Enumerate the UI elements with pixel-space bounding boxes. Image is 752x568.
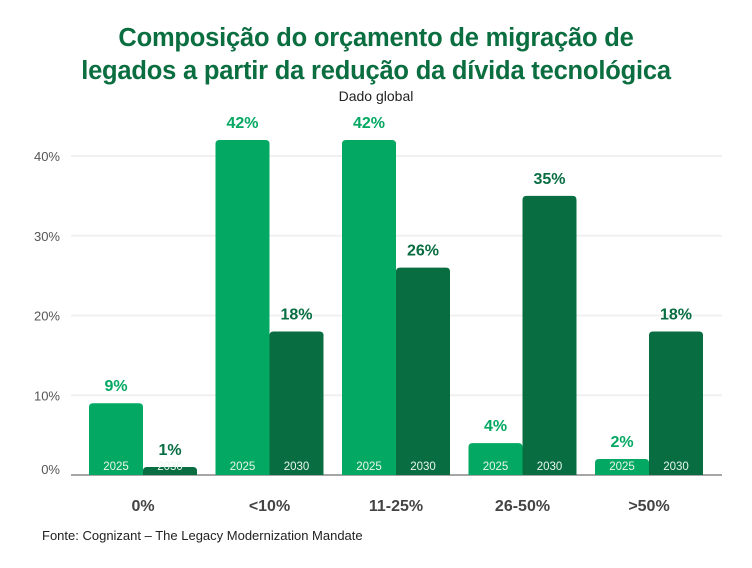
- y-tick-label: 30%: [34, 229, 60, 244]
- x-tick-label: <10%: [249, 498, 290, 515]
- chart-title: Composição do orçamento de migração de l…: [0, 22, 752, 88]
- bar-2030-2: [396, 267, 450, 475]
- bar-2025-0: [89, 403, 143, 475]
- value-label: 26%: [407, 243, 439, 260]
- y-tick-label: 10%: [34, 388, 60, 403]
- bar-2025-3: [468, 443, 523, 475]
- value-label: 18%: [660, 306, 692, 323]
- chart-title-line-2: legados a partir da redução da dívida te…: [81, 57, 671, 85]
- y-axis-ticks: 0% 10% 20% 30% 40%: [34, 149, 60, 477]
- bar-year-label: 2025: [230, 461, 256, 473]
- bar-2025-1: [215, 140, 270, 476]
- bar-year-label: 2030: [410, 461, 436, 473]
- bar-year-label: 2030: [537, 461, 563, 473]
- value-label: 18%: [280, 306, 312, 323]
- value-label: 9%: [104, 378, 127, 395]
- x-axis-ticks: 0% <10% 11-25% 26-50% >50%: [131, 498, 669, 515]
- bar-2030-0: [143, 467, 197, 475]
- bar-2030-3: [522, 195, 577, 475]
- x-tick-label: 26-50%: [495, 498, 550, 515]
- x-tick-label: 11-25%: [369, 498, 423, 515]
- value-label: 1%: [158, 442, 181, 459]
- bar-year-label: 2030: [157, 461, 183, 473]
- bar-year-label: 2025: [609, 461, 635, 473]
- value-label: 35%: [533, 171, 565, 188]
- source-note: Fonte: Cognizant – The Legacy Modernizat…: [42, 528, 363, 543]
- value-labels: 2025 9% 2030 1% 2025 42% 2030 18% 2025 42% 2030 26%…: [103, 115, 692, 473]
- value-label: 42%: [353, 115, 385, 132]
- y-tick-label: 40%: [34, 149, 60, 164]
- x-tick-label: 0%: [131, 498, 154, 515]
- value-label: 4%: [484, 418, 507, 435]
- bar-year-label: 2025: [483, 461, 509, 473]
- y-tick-label: 0%: [41, 462, 60, 477]
- bar-year-label: 2025: [356, 461, 382, 473]
- chart-title-line-1: Composição do orçamento de migração de: [118, 24, 634, 52]
- bar-year-label: 2030: [284, 461, 310, 473]
- bar-2030-1: [269, 331, 324, 475]
- bar-2025-4: [595, 459, 649, 475]
- bar-year-label: 2030: [663, 461, 689, 473]
- bars: [89, 140, 703, 476]
- bar-year-label: 2025: [103, 461, 129, 473]
- value-label: 2%: [610, 434, 633, 451]
- chart-subtitle: Dado global: [338, 88, 414, 104]
- x-tick-label: >50%: [628, 498, 669, 515]
- bar-2025-2: [342, 140, 396, 476]
- value-label: 42%: [226, 115, 258, 132]
- y-tick-label: 20%: [34, 309, 60, 324]
- bar-2030-4: [649, 331, 703, 475]
